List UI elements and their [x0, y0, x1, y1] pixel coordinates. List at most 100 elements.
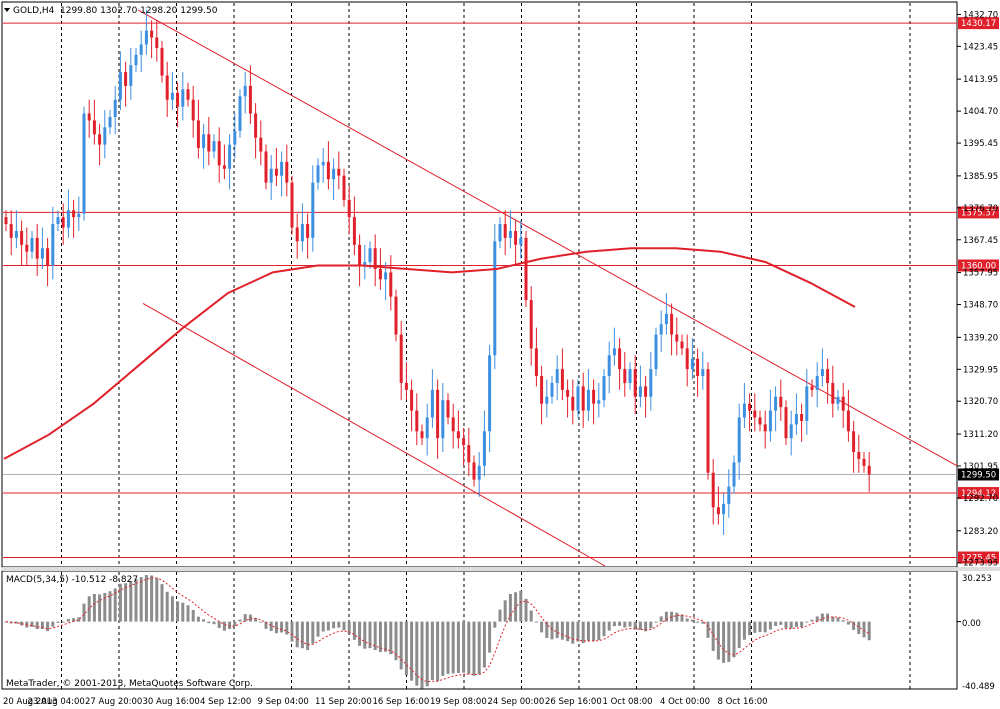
macd-bar	[841, 620, 845, 622]
candle-body	[514, 230, 518, 245]
macd-bar	[259, 621, 263, 623]
macd-bar	[222, 621, 226, 631]
candle-body	[727, 486, 731, 504]
candle-body	[290, 182, 294, 228]
candle-body	[555, 369, 559, 383]
macd-bar	[722, 621, 726, 663]
candle-body	[35, 237, 39, 259]
price-tick-label: 1385.95	[963, 172, 998, 182]
candle-body	[696, 358, 700, 377]
macd-bar	[321, 621, 325, 632]
candle-body	[654, 334, 658, 370]
candle-body	[493, 241, 497, 356]
macd-bar	[196, 616, 200, 622]
candle-body	[217, 141, 221, 166]
macd-bar	[654, 621, 658, 623]
macd-bar	[462, 621, 466, 673]
macd-bar	[248, 614, 252, 622]
candle-body	[753, 410, 757, 418]
candle-body	[701, 369, 705, 377]
macd-bar	[56, 621, 60, 623]
macd-bar	[436, 621, 440, 682]
macd-bar	[607, 621, 611, 631]
macd-bar	[269, 621, 273, 632]
macd-bar	[61, 621, 65, 623]
candle-body	[716, 507, 720, 515]
macd-axis-zero: 0.00	[962, 619, 981, 629]
macd-bar	[519, 590, 523, 622]
candle-body	[316, 165, 320, 183]
candle-body	[358, 244, 362, 266]
candle-body	[384, 272, 388, 280]
macd-bar	[659, 616, 663, 622]
candle-body	[118, 72, 122, 100]
macd-bar	[124, 583, 128, 622]
macd-bar	[404, 621, 408, 676]
macd-bar	[488, 621, 492, 653]
candle-body	[165, 75, 169, 100]
macd-bar	[680, 614, 684, 622]
macd-bar	[508, 593, 512, 622]
candle-body	[181, 89, 185, 107]
macd-bar	[820, 613, 824, 622]
macd-bar	[498, 609, 502, 622]
candle-body	[238, 96, 242, 131]
candle-body	[685, 348, 689, 370]
macd-bar	[441, 621, 445, 676]
candle-body	[441, 400, 445, 439]
candle-body	[462, 438, 466, 446]
candle-body	[155, 37, 159, 48]
macd-bar	[217, 621, 221, 628]
candle-body	[144, 30, 148, 45]
macd-bar	[592, 621, 596, 641]
macd-bar	[794, 621, 798, 628]
macd-bar	[477, 621, 481, 675]
trendline-lower	[142, 303, 606, 567]
candle-body	[56, 217, 60, 225]
candle-body	[488, 355, 492, 432]
candle-body	[524, 237, 528, 301]
macd-signal-line	[5, 577, 870, 683]
current-price-badge	[958, 468, 999, 481]
candle-body	[342, 175, 346, 200]
macd-bar	[685, 618, 689, 622]
macd-bar	[664, 611, 668, 622]
macd-bar	[633, 621, 637, 630]
candle-body	[103, 127, 107, 145]
level-badge	[958, 551, 999, 564]
candle-body	[742, 403, 746, 418]
dropdown-arrow-icon[interactable]	[4, 8, 10, 12]
candle-body	[347, 199, 351, 218]
candle-body	[451, 417, 455, 432]
trendlines[interactable]	[137, 9, 958, 567]
candle-body	[264, 151, 268, 183]
macd-bar	[451, 621, 455, 674]
macd-bar	[670, 611, 674, 622]
candle-body	[259, 137, 263, 152]
macd-bar	[98, 594, 102, 622]
macd-bar	[550, 621, 554, 640]
panel-separator[interactable]	[2, 567, 1000, 571]
macd-bar	[170, 596, 174, 622]
candle-body	[826, 369, 830, 383]
macd-bar	[800, 621, 804, 627]
candle-body	[176, 92, 180, 107]
candle-body	[846, 410, 850, 432]
candle-body	[420, 431, 424, 439]
price-tick-label: 1348.70	[963, 301, 998, 311]
level-label: 1360.00	[961, 262, 996, 272]
trendline-upper	[137, 9, 958, 467]
macd-bar	[420, 621, 424, 689]
macd-bar	[534, 621, 538, 623]
macd-bar	[581, 621, 585, 644]
candle-body	[306, 224, 310, 238]
candle-body	[680, 341, 684, 349]
macd-bar	[295, 621, 299, 648]
price-tick-label: 1320.70	[963, 397, 998, 407]
candle-body	[82, 113, 86, 214]
macd-bar	[264, 621, 268, 629]
candle-body	[311, 182, 315, 238]
macd-bar	[139, 577, 143, 622]
macd-bar	[618, 621, 622, 626]
